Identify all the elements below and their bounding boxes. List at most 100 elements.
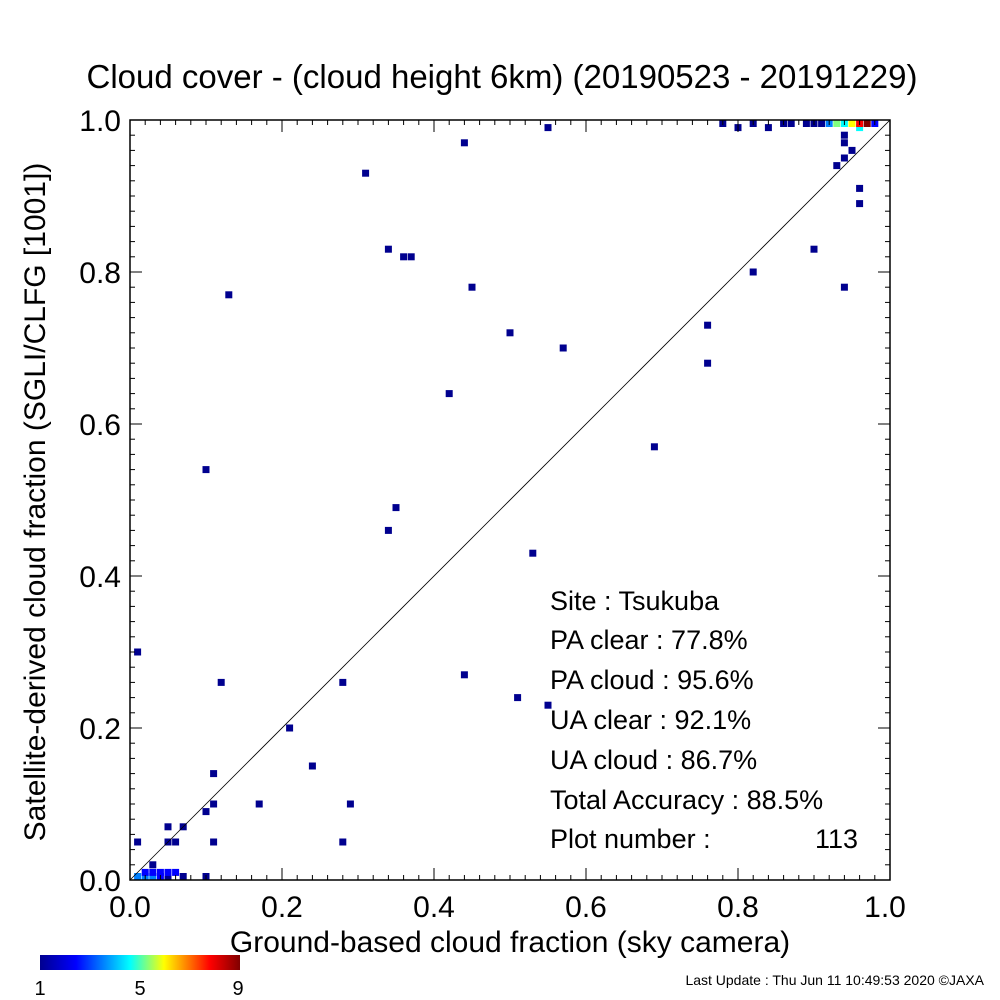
data-point — [362, 169, 370, 177]
last-update-footer: Last Update : Thu Jun 11 10:49:53 2020 ©… — [685, 972, 984, 988]
axis-ticks — [129, 119, 891, 881]
stats-site: Site : Tsukuba — [550, 586, 720, 616]
data-point — [179, 873, 187, 880]
data-point — [544, 124, 552, 132]
data-point — [704, 321, 712, 329]
x-axis-label: Ground-based cloud fraction (sky camera) — [230, 926, 790, 959]
y-tick-label: 0.0 — [79, 865, 121, 898]
data-point — [134, 838, 142, 846]
data-point — [149, 873, 157, 880]
data-point — [856, 200, 864, 208]
colorbar-label: 1 — [34, 978, 45, 1000]
data-point — [787, 120, 795, 127]
data-point — [164, 873, 172, 880]
data-point — [559, 344, 567, 352]
stats-pa-clear: PA clear : 77.8% — [550, 625, 748, 655]
data-point — [802, 120, 810, 127]
data-point — [863, 120, 871, 127]
stats-ua-clear: UA clear : 92.1% — [550, 705, 751, 735]
data-point — [217, 678, 225, 686]
stats-ua-cloud: UA cloud : 86.7% — [550, 745, 757, 775]
data-point — [506, 329, 514, 337]
data-point — [544, 701, 552, 709]
data-point — [384, 526, 392, 534]
y-tick-label: 0.4 — [79, 561, 121, 594]
data-point — [164, 823, 172, 831]
data-point — [848, 146, 856, 154]
data-point — [172, 838, 180, 846]
data-point — [202, 466, 210, 474]
data-point — [286, 724, 294, 732]
data-point — [856, 184, 864, 192]
data-points — [134, 120, 879, 880]
data-point — [818, 120, 826, 127]
data-point — [514, 694, 522, 702]
data-point — [400, 253, 408, 261]
data-point — [650, 443, 658, 451]
y-tick-labels: 0.0 0.2 0.4 0.6 0.8 1.0 — [79, 105, 121, 898]
y-tick-label: 0.2 — [79, 713, 121, 746]
stats-total-accuracy: Total Accuracy : 88.5% — [550, 785, 823, 815]
data-point — [172, 868, 180, 876]
data-point — [833, 120, 841, 127]
data-point — [156, 868, 164, 876]
data-point — [840, 139, 848, 147]
data-point — [810, 245, 818, 253]
data-point — [149, 861, 157, 869]
data-point — [704, 359, 712, 367]
data-point — [392, 504, 400, 512]
colorbar-label: 9 — [232, 978, 243, 1000]
one-to-one-line — [129, 119, 891, 881]
data-point — [840, 283, 848, 291]
chart-title: Cloud cover - (cloud height 6km) (201905… — [87, 58, 918, 95]
x-tick-label: 0.0 — [109, 891, 151, 924]
stats-pa-cloud: PA cloud : 95.6% — [550, 665, 754, 695]
data-point — [164, 868, 172, 876]
data-point — [749, 268, 757, 276]
data-point — [210, 770, 218, 778]
data-point — [210, 800, 218, 808]
data-point — [840, 131, 848, 139]
y-tick-label: 1.0 — [79, 105, 121, 138]
data-point — [339, 678, 347, 686]
data-point — [255, 800, 263, 808]
stats-plot-number-value: 113 — [815, 824, 858, 854]
stats-plot-number-label: Plot number : — [550, 824, 711, 854]
data-point — [134, 873, 142, 880]
data-point — [141, 868, 149, 876]
x-tick-label: 0.4 — [413, 891, 455, 924]
colorbar: 1 5 9 — [34, 955, 244, 1000]
x-tick-label: 0.2 — [261, 891, 303, 924]
data-point — [856, 124, 864, 132]
data-point — [460, 139, 468, 147]
plot-area — [129, 119, 891, 881]
x-tick-label: 0.8 — [717, 891, 759, 924]
data-point — [225, 291, 233, 299]
data-point — [833, 162, 841, 170]
y-tick-label: 0.8 — [79, 257, 121, 290]
data-point — [840, 154, 848, 162]
data-point — [202, 808, 210, 816]
data-point — [210, 838, 218, 846]
colorbar-label: 5 — [134, 978, 145, 1000]
data-point — [149, 868, 157, 876]
x-tick-label: 0.6 — [565, 891, 607, 924]
data-point — [764, 124, 772, 132]
data-point — [445, 390, 453, 398]
colorbar-gradient — [40, 955, 240, 970]
data-point — [407, 253, 415, 261]
data-point — [384, 245, 392, 253]
data-point — [346, 800, 354, 808]
data-point — [460, 671, 468, 679]
x-tick-labels: 0.0 0.2 0.4 0.6 0.8 1.0 — [109, 891, 906, 924]
x-tick-label: 1.0 — [864, 891, 906, 924]
y-axis-label: Satellite-derived cloud fraction (SGLI/C… — [19, 163, 52, 842]
data-point — [134, 648, 142, 656]
data-point — [339, 838, 347, 846]
data-point — [848, 120, 856, 127]
data-point — [308, 762, 316, 770]
data-point — [468, 283, 476, 291]
y-tick-label: 0.6 — [79, 409, 121, 442]
stats-panel: Site : Tsukuba PA clear : 77.8% PA cloud… — [550, 586, 858, 854]
